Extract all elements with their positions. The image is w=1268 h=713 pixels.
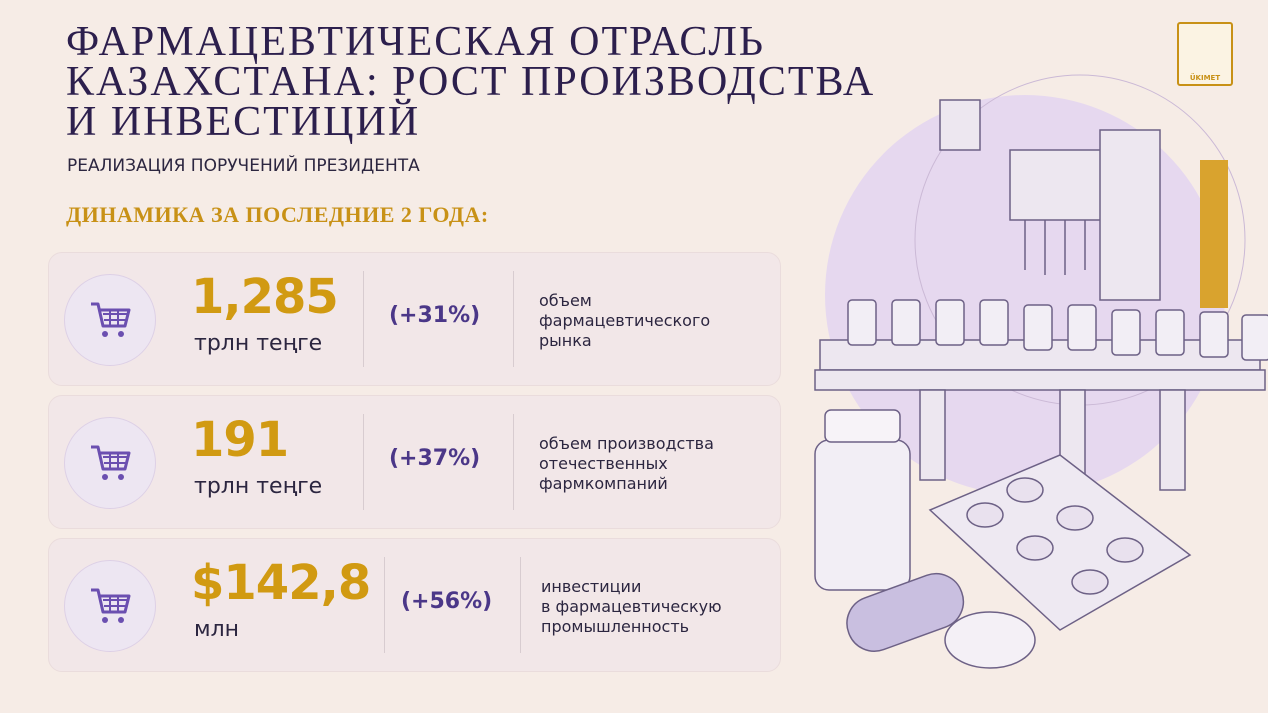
stat-value: 1,285 (191, 269, 339, 325)
subtitle: РЕАЛИЗАЦИЯ ПОРУЧЕНИЙ ПРЕЗИДЕНТА (67, 156, 420, 176)
stat-change: (+31%) (389, 303, 481, 328)
machine (814, 99, 1266, 491)
description-line: фармацевтического (539, 311, 711, 330)
stat-description: объем производства отечественных фармкомпа… (539, 434, 714, 494)
title-line: КАЗАХСТАНА: РОСТ ПРОИЗВОДСТВА (66, 59, 876, 105)
cart-icon (91, 445, 131, 480)
stat-change: (+37%) (389, 446, 481, 471)
divider (513, 414, 514, 510)
logo-label: ÜKIMET (1189, 74, 1221, 82)
title-line: И ИНВЕСТИЦИЙ (66, 99, 421, 145)
illustration (814, 74, 1268, 669)
description-line: фармкомпаний (539, 474, 668, 493)
divider (520, 557, 521, 653)
stat-description: объем фармацевтического рынка (539, 291, 710, 351)
description-line: в фармацевтическую (541, 597, 722, 616)
stat-card: 191 трлн теңге (+37%) объем производства оте… (48, 395, 781, 529)
stat-change: (+56%) (401, 589, 493, 614)
section-heading: ДИНАМИКА ЗА ПОСЛЕДНИЕ 2 ГОДА: (66, 202, 489, 227)
divider (363, 414, 364, 510)
vials (847, 299, 1268, 361)
divider (513, 271, 514, 367)
description-line: рынка (539, 331, 592, 350)
stat-unit: млн (194, 617, 240, 642)
cart-icon (91, 302, 131, 337)
title: ФАРМАЦЕВТИЧЕСКАЯ ОТРАСЛЬ КАЗАХСТАНА: РОС… (66, 19, 876, 145)
cart-icon (91, 588, 131, 623)
divider (384, 557, 385, 653)
description-line: объем (539, 291, 592, 310)
divider (363, 271, 364, 367)
stat-description: инвестиции в фармацевтическую промышленнос… (541, 577, 722, 637)
description-line: инвестиции (541, 577, 642, 596)
description-line: отечественных (539, 454, 668, 473)
stat-unit: трлн теңге (194, 331, 323, 356)
logo: ÜKIMET (1177, 22, 1233, 86)
description-line: промышленность (541, 617, 690, 636)
icon-circle (64, 417, 156, 509)
stat-value: 191 (191, 412, 289, 468)
stat-card: $142,8 млн (+56%) инвестиции в фармацевтичес… (48, 538, 781, 672)
description-line: объем производства (539, 434, 714, 453)
stat-value: $142,8 (191, 555, 371, 611)
icon-circle (64, 560, 156, 652)
bottle-and-pills (814, 409, 1192, 669)
gold-bar (1200, 160, 1228, 308)
icon-circle (64, 274, 156, 366)
stat-card: 1,285 трлн теңге (+31%) объем фармацевтическ… (48, 252, 781, 386)
stat-unit: трлн теңге (194, 474, 323, 499)
title-line: ФАРМАЦЕВТИЧЕСКАЯ ОТРАСЛЬ (66, 19, 765, 65)
